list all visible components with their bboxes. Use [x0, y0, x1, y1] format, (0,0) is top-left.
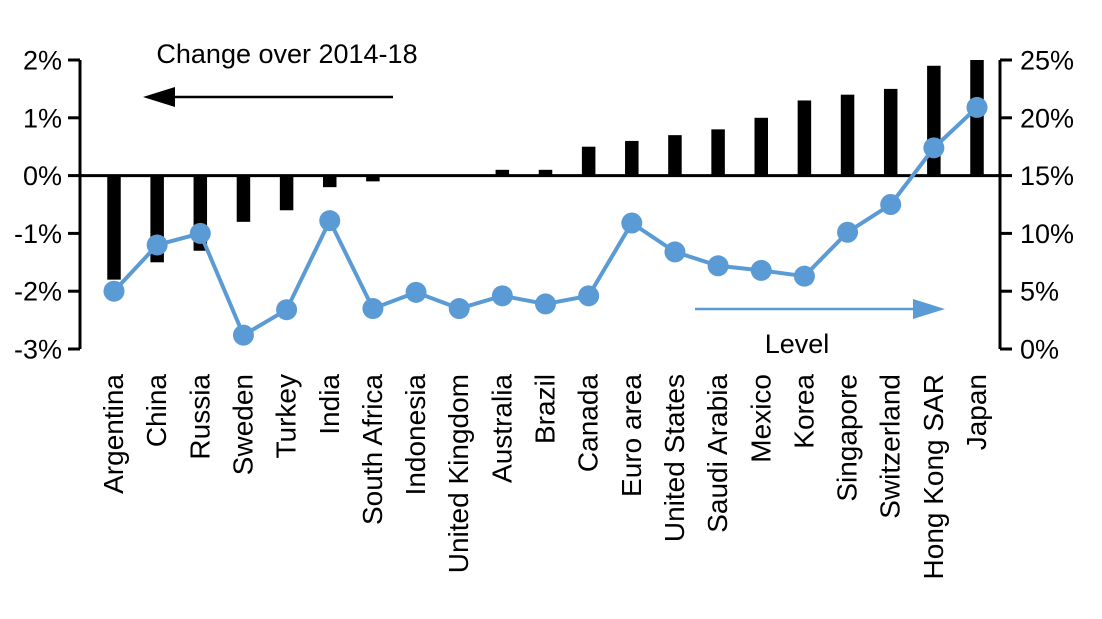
marker-india [319, 210, 341, 232]
right-axis-tick-label: 25% [1020, 46, 1074, 76]
left-axis-tick-label: -3% [14, 335, 62, 365]
bar-switzerland [883, 88, 898, 176]
marker-mexico [750, 259, 772, 281]
x-label-australia: Australia [486, 374, 517, 483]
marker-indonesia [405, 281, 427, 303]
bar-korea [797, 100, 812, 176]
bar-brazil [538, 169, 553, 176]
right-arrow-icon [913, 299, 945, 319]
marker-turkey [276, 299, 298, 321]
bar-singapore [840, 94, 855, 176]
level-annotation-label: Level [765, 329, 830, 359]
x-label-china: China [141, 374, 172, 448]
right-axis-tick-label: 20% [1020, 103, 1074, 133]
marker-russia [189, 222, 211, 244]
bar-euro-area [625, 140, 639, 176]
marker-australia [491, 285, 513, 307]
x-label-canada: Canada [573, 374, 604, 473]
right-axis-tick-label: 10% [1020, 219, 1074, 249]
right-axis-tick-label: 0% [1020, 335, 1059, 365]
marker-canada [578, 285, 600, 307]
marker-brazil [535, 293, 556, 315]
x-label-argentina: Argentina [98, 374, 129, 494]
bar-mexico [754, 117, 768, 176]
marker-sweden [232, 324, 254, 346]
bar-india [323, 175, 337, 188]
left-axis-tick-label: 2% [23, 46, 62, 76]
bar-united-states [668, 135, 682, 176]
x-label-euro-area: Euro area [616, 374, 647, 497]
right-axis-tick-label: 15% [1020, 161, 1074, 191]
x-label-switzerland: Switzerland [875, 374, 906, 519]
x-label-hong-kong-sar: Hong Kong SAR [918, 374, 949, 579]
x-label-indonesia: Indonesia [400, 374, 431, 496]
bar-turkey [279, 175, 294, 211]
x-label-united-kingdom: United Kingdom [443, 374, 474, 573]
x-label-korea: Korea [788, 374, 819, 449]
change-annotation-label: Change over 2014-18 [156, 39, 417, 69]
x-label-sweden: Sweden [227, 374, 258, 475]
marker-hong-kong-sar [923, 137, 945, 159]
x-label-russia: Russia [184, 374, 215, 460]
x-label-south-africa: South Africa [357, 374, 388, 525]
bar-argentina [107, 175, 121, 280]
marker-south-africa [362, 298, 384, 320]
x-label-india: India [314, 374, 345, 435]
marker-singapore [837, 221, 859, 243]
bar-sweden [236, 175, 251, 222]
bar-canada [581, 146, 596, 176]
marker-china [146, 234, 168, 256]
x-label-turkey: Turkey [271, 374, 302, 459]
marker-argentina [103, 280, 125, 302]
marker-united-kingdom [448, 298, 470, 320]
left-axis-tick-label: -1% [14, 219, 62, 249]
marker-switzerland [880, 194, 902, 215]
x-label-saudi-arabia: Saudi Arabia [702, 374, 733, 533]
marker-euro-area [621, 212, 643, 234]
left-axis-tick-label: -2% [14, 277, 62, 307]
bar-hong-kong-sar [927, 65, 941, 176]
marker-saudi-arabia [707, 255, 729, 277]
x-label-united-states: United States [659, 374, 690, 542]
x-label-singapore: Singapore [832, 374, 863, 502]
bar-australia [495, 169, 510, 176]
marker-japan [966, 96, 988, 118]
right-axis-tick-label: 5% [1020, 277, 1059, 307]
marker-korea [793, 265, 815, 287]
left-axis-tick-label: 0% [23, 161, 62, 191]
x-label-brazil: Brazil [530, 374, 561, 444]
left-axis-tick-label: 1% [23, 103, 62, 133]
left-arrow-icon [143, 87, 175, 107]
bar-south-africa [366, 175, 380, 182]
x-label-mexico: Mexico [745, 374, 776, 463]
marker-united-states [664, 241, 686, 263]
x-label-japan: Japan [961, 374, 992, 450]
bar-saudi-arabia [711, 129, 725, 176]
